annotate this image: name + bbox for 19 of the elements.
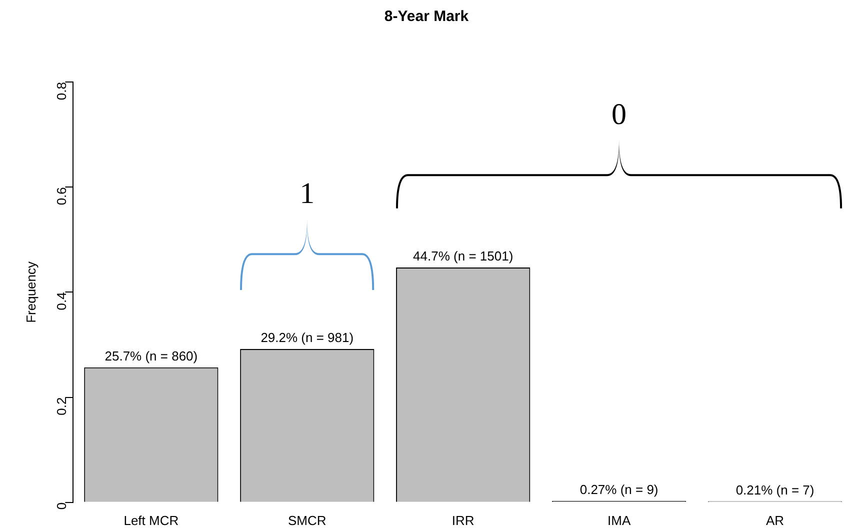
data-label: 44.7% (n = 1501) xyxy=(413,248,514,264)
chart-title: 8-Year Mark xyxy=(383,8,470,25)
y-tick-label: 0 xyxy=(54,502,69,510)
data-label: 0.27% (n = 9) xyxy=(580,482,658,498)
x-tick-label: IRR xyxy=(452,512,474,528)
x-tick-label: IMA xyxy=(607,512,631,528)
annotation: 0 xyxy=(612,98,627,132)
y-axis-title: Frequency xyxy=(23,260,38,323)
data-label: 29.2% (n = 981) xyxy=(260,330,354,346)
data-label: 25.7% (n = 860) xyxy=(104,348,198,364)
data-label: 0.21% (n = 7) xyxy=(736,482,814,498)
x-tick-label: SMCR xyxy=(288,512,326,528)
y-tick-label: 0.4 xyxy=(54,292,69,310)
y-tick-label: 0.8 xyxy=(54,82,69,100)
annotation: 1 xyxy=(300,176,315,211)
x-tick-label: AR xyxy=(766,512,784,528)
x-tick-label: Left MCR xyxy=(124,512,179,528)
y-tick-label: 0.6 xyxy=(54,187,69,206)
y-tick-label: 0.2 xyxy=(54,397,69,416)
